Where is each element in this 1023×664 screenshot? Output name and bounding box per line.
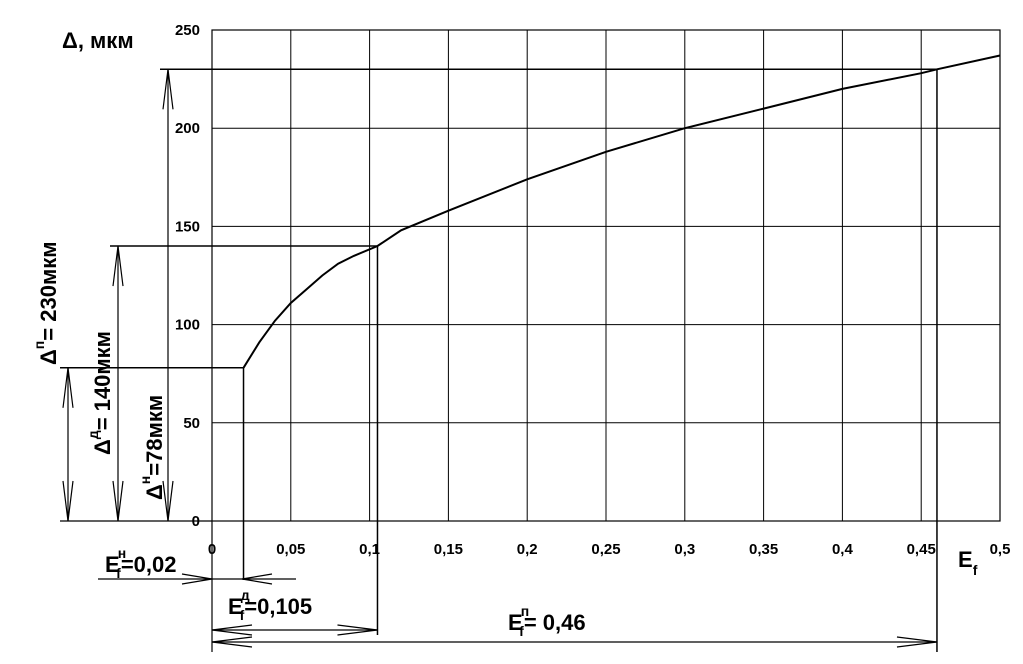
dimension-arrow-ef-d-head-right xyxy=(337,624,378,636)
y-axis-label: Δ, мкм xyxy=(62,28,134,53)
plot-frame xyxy=(211,29,1001,522)
axes xyxy=(211,29,1001,522)
x-tick-label: 0,4 xyxy=(832,541,854,558)
dimension-arrow-y-head-top xyxy=(162,69,174,110)
dimension-arrow-y-head-top xyxy=(112,245,124,287)
dimension-arrows xyxy=(60,69,938,652)
series-line xyxy=(242,54,1001,369)
dimension-arrow-ef-n-head-right xyxy=(181,573,213,585)
delta-p-label: Δп= 230мкм xyxy=(31,241,61,365)
dimension-arrow-ef-n-head-left xyxy=(241,573,273,585)
delta-d-label: Δд= 140мкм xyxy=(85,331,115,455)
x-tick-label: 0,2 xyxy=(517,541,538,558)
x-tick-label: 0,25 xyxy=(591,541,620,558)
y-tick-label: 100 xyxy=(175,317,200,334)
reference-lines xyxy=(60,68,938,652)
x-axis-label: Ef xyxy=(958,547,978,578)
x-tick-label: 0,3 xyxy=(674,541,695,558)
ef-p-label: Eп f= 0,46 xyxy=(508,603,586,639)
x-tick-label: 0,15 xyxy=(434,541,463,558)
dimension-arrow-ef-d-head-left xyxy=(211,624,253,636)
y-tick-label: 250 xyxy=(175,22,200,39)
delta-n-label: Δн=78мкм xyxy=(137,395,167,500)
y-tick-label: 200 xyxy=(175,120,200,137)
x-tick-label: 0,35 xyxy=(749,541,778,558)
dimension-arrow-y-head-top xyxy=(62,367,74,408)
y-tick-label: 50 xyxy=(183,415,200,432)
ef-d-label: Eд f=0,105 xyxy=(228,587,312,623)
grid xyxy=(211,29,1001,522)
tick-labels: 0 0,05 0,1 0,15 0,2 0,25 0,3 0,35 0,4 0,45 0,50501… xyxy=(175,22,1010,558)
x-tick-label: 0,45 xyxy=(907,541,936,558)
x-tick-label: 0,1 xyxy=(359,541,380,558)
dimension-arrow-ef-p-head-right xyxy=(896,636,938,648)
dimension-arrow-ef-p-head-left xyxy=(211,636,253,648)
ef-n-label: Eн f=0,02 xyxy=(105,545,177,581)
x-tick-label: 0,05 xyxy=(276,541,305,558)
y-tick-label: 150 xyxy=(175,218,200,235)
x-tick-label: 0,5 xyxy=(990,541,1011,558)
